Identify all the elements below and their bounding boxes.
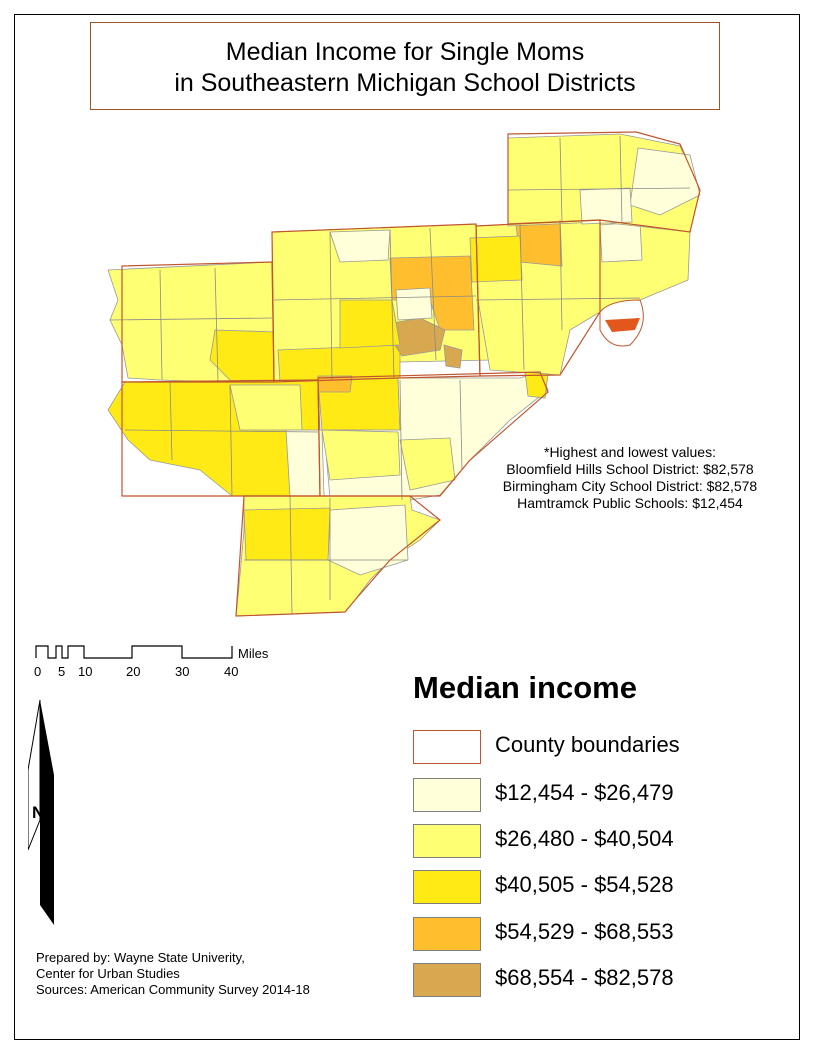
county-boundaries bbox=[121, 131, 701, 617]
credits: Prepared by: Wayne State Univerity, Cent… bbox=[36, 950, 310, 998]
district-region bbox=[599, 221, 643, 263]
legend-swatch bbox=[413, 778, 481, 812]
scale-unit: Miles bbox=[238, 646, 269, 661]
extreme-values-note: *Highest and lowest values: Bloomfield H… bbox=[470, 444, 790, 512]
district-region bbox=[399, 437, 456, 491]
scale-tick: 40 bbox=[224, 664, 239, 679]
title-line-2: in Southeastern Michigan School District… bbox=[174, 69, 636, 97]
legend-swatch bbox=[413, 963, 481, 997]
river-delta bbox=[605, 318, 640, 332]
legend-label: $54,529 - $68,553 bbox=[495, 919, 674, 944]
scale-bar: Miles 0 5 10 20 30 40 bbox=[32, 640, 292, 690]
district-region bbox=[327, 504, 409, 576]
district-region bbox=[285, 429, 325, 497]
district-region bbox=[243, 507, 331, 561]
district-region bbox=[329, 229, 391, 263]
legend-label: County boundaries bbox=[495, 732, 680, 757]
district-region bbox=[321, 429, 401, 481]
district-region bbox=[339, 299, 401, 349]
district-region bbox=[443, 344, 463, 369]
note-item: Bloomfield Hills School District: $82,57… bbox=[506, 461, 754, 477]
note-heading: *Highest and lowest values: bbox=[544, 444, 716, 460]
county-fills bbox=[107, 133, 701, 617]
map-title: Median Income for Single Moms in Southea… bbox=[90, 22, 720, 110]
north-label: N bbox=[32, 803, 45, 822]
district-region bbox=[229, 384, 303, 431]
scale-tick: 0 bbox=[34, 664, 42, 679]
north-arrow-icon bbox=[28, 700, 54, 925]
legend-label: $68,554 - $82,578 bbox=[495, 965, 674, 990]
legend-label: $40,505 - $54,528 bbox=[495, 872, 674, 897]
legend-swatch bbox=[413, 824, 481, 858]
scale-bar-graphic bbox=[35, 645, 233, 659]
district-region bbox=[579, 187, 633, 225]
note-item: Hamtramck Public Schools: $12,454 bbox=[517, 495, 743, 511]
title-line-1: Median Income for Single Moms bbox=[225, 38, 585, 66]
credit-line: Center for Urban Studies bbox=[36, 966, 180, 981]
legend-item-class-1: $12,454 - $26,479 bbox=[413, 778, 793, 814]
legend-swatch bbox=[413, 870, 481, 904]
scale-tick: 20 bbox=[126, 664, 141, 679]
legend-swatch bbox=[413, 917, 481, 951]
scale-tick: 5 bbox=[58, 664, 66, 679]
map-frame bbox=[14, 14, 800, 1040]
district-region bbox=[469, 235, 523, 283]
legend-item-class-5: $68,554 - $82,578 bbox=[413, 963, 793, 999]
scale-tick: 30 bbox=[175, 664, 190, 679]
legend-item-class-2: $26,480 - $40,504 bbox=[413, 824, 793, 860]
legend-item-county-boundaries: County boundaries bbox=[413, 730, 793, 766]
district-boundaries bbox=[109, 135, 691, 615]
district-region bbox=[629, 147, 701, 216]
legend-item-class-4: $54,529 - $68,553 bbox=[413, 917, 793, 953]
note-item: Birmingham City School District: $82,578 bbox=[502, 478, 758, 494]
legend-label: $26,480 - $40,504 bbox=[495, 826, 674, 851]
credit-line: Prepared by: Wayne State Univerity, bbox=[36, 950, 245, 965]
legend-item-class-3: $40,505 - $54,528 bbox=[413, 870, 793, 906]
legend-swatch bbox=[413, 730, 481, 764]
legend-title: Median income bbox=[413, 670, 637, 705]
scale-tick: 10 bbox=[78, 664, 93, 679]
legend-label: $12,454 - $26,479 bbox=[495, 780, 674, 805]
district-region bbox=[395, 287, 433, 321]
credit-line: Sources: American Community Survey 2014-… bbox=[36, 982, 310, 997]
